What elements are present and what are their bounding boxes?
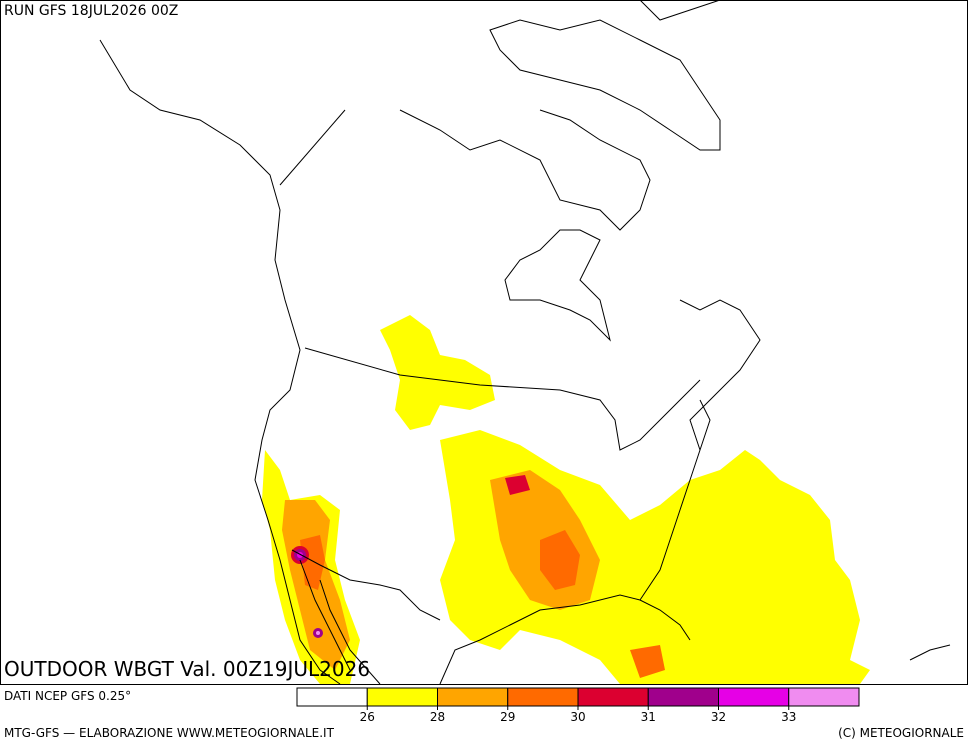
legend-swatch [507, 687, 579, 707]
legend-tick-label: 31 [641, 710, 656, 724]
legend-tick-label: 29 [500, 710, 515, 724]
legend-swatch [366, 687, 438, 707]
map-title: OUTDOOR WBGT Val. 00Z19JUL2026 [4, 657, 370, 681]
legend-swatch [788, 687, 860, 707]
legend-swatch [718, 687, 790, 707]
legend-tick-label: 26 [360, 710, 375, 724]
legend-swatch [437, 687, 509, 707]
coastlines [99, 0, 951, 685]
legend-tick-label: 33 [781, 710, 796, 724]
borders [279, 109, 701, 671]
legend-swatch [296, 687, 368, 707]
legend: 26 28 29 30 31 32 33 [296, 687, 860, 724]
legend-swatch [647, 687, 719, 707]
legend-tick-label: 28 [430, 710, 445, 724]
map: RUN GFS 18JUL2026 00Z OUTDOOR WBGT Val. … [0, 0, 968, 685]
legend-swatch [577, 687, 649, 707]
footer-left: MTG-GFS — ELABORAZIONE WWW.METEOGIORNALE… [4, 726, 335, 740]
run-label: RUN GFS 18JUL2026 00Z [4, 3, 178, 19]
legend-tick-label: 30 [570, 710, 585, 724]
source-label: DATI NCEP GFS 0.25° [4, 689, 131, 703]
footer-right: (C) METEOGIORNALE [838, 726, 964, 740]
legend-tick-label: 32 [711, 710, 726, 724]
